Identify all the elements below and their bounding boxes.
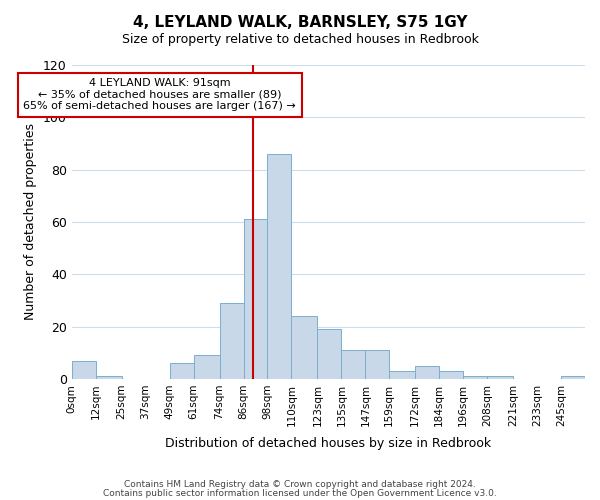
Text: 4, LEYLAND WALK, BARNSLEY, S75 1GY: 4, LEYLAND WALK, BARNSLEY, S75 1GY — [133, 15, 467, 30]
Text: 4 LEYLAND WALK: 91sqm
← 35% of detached houses are smaller (89)
65% of semi-deta: 4 LEYLAND WALK: 91sqm ← 35% of detached … — [23, 78, 296, 112]
Bar — [72, 360, 96, 379]
Bar — [341, 350, 365, 379]
Text: Contains HM Land Registry data © Crown copyright and database right 2024.: Contains HM Land Registry data © Crown c… — [124, 480, 476, 489]
Bar — [170, 363, 194, 379]
Bar — [96, 376, 122, 379]
Bar — [561, 376, 585, 379]
Bar — [487, 376, 513, 379]
Bar — [317, 329, 341, 379]
Bar — [389, 371, 415, 379]
Bar — [220, 303, 244, 379]
Text: Size of property relative to detached houses in Redbrook: Size of property relative to detached ho… — [122, 32, 478, 46]
Bar — [463, 376, 487, 379]
Y-axis label: Number of detached properties: Number of detached properties — [25, 124, 37, 320]
Bar — [439, 371, 463, 379]
Bar — [268, 154, 292, 379]
Bar — [194, 356, 220, 379]
Bar — [415, 366, 439, 379]
Text: Contains public sector information licensed under the Open Government Licence v3: Contains public sector information licen… — [103, 489, 497, 498]
Bar — [244, 220, 268, 379]
Bar — [292, 316, 317, 379]
X-axis label: Distribution of detached houses by size in Redbrook: Distribution of detached houses by size … — [166, 437, 491, 450]
Bar — [365, 350, 389, 379]
